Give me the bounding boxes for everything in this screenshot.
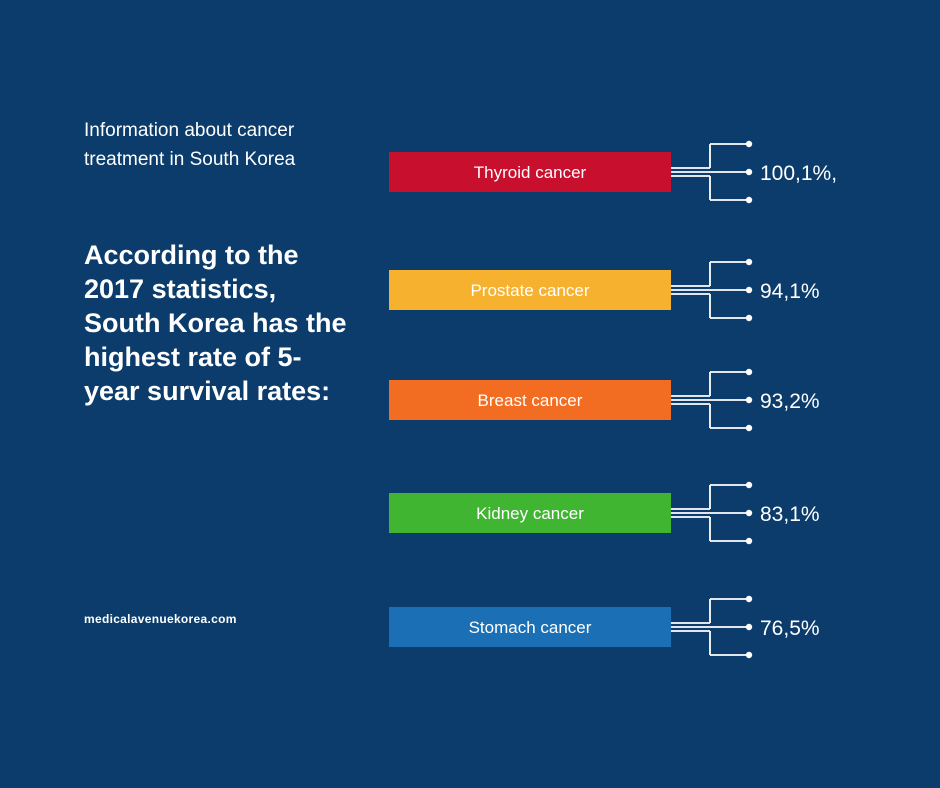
- bar-0: [389, 152, 671, 192]
- bar-label-0: Thyroid cancer: [474, 163, 587, 182]
- bar-row-0: Thyroid cancer 100,1%,: [389, 140, 837, 204]
- value-label-4: 76,5%: [760, 617, 820, 640]
- intro-line-2: treatment in South Korea: [84, 149, 296, 170]
- bar-label-1: Prostate cancer: [470, 281, 589, 300]
- headline: According to the 2017 statistics, South …: [84, 240, 347, 406]
- connector-1: [671, 258, 753, 322]
- value-label-1: 94,1%: [760, 280, 820, 303]
- bar-row-1: Prostate cancer 94,1%: [389, 258, 820, 322]
- intro-line-1: Information about cancer: [84, 120, 295, 141]
- connector-0: [671, 140, 753, 204]
- bar-4: [389, 607, 671, 647]
- value-label-0: 100,1%,: [760, 162, 837, 185]
- bar-label-3: Kidney cancer: [476, 504, 584, 523]
- connector-4: [671, 595, 753, 659]
- connector-2: [671, 368, 753, 432]
- value-label-2: 93,2%: [760, 390, 820, 413]
- site-url: medicalavenuekorea.com: [84, 612, 237, 626]
- bar-3: [389, 493, 671, 533]
- bar-row-3: Kidney cancer 83,1%: [389, 481, 820, 545]
- value-label-3: 83,1%: [760, 503, 820, 526]
- bar-row-2: Breast cancer 93,2%: [389, 368, 820, 432]
- chart-bars: Thyroid cancer 100,1%, Prostate cancer 94,1…: [389, 140, 837, 659]
- bar-row-4: Stomach cancer 76,5%: [389, 595, 820, 659]
- connector-3: [671, 481, 753, 545]
- bar-label-4: Stomach cancer: [469, 618, 592, 637]
- bar-1: [389, 270, 671, 310]
- intro-text: Information about cancer treatment in So…: [84, 116, 384, 174]
- bar-2: [389, 380, 671, 420]
- bar-label-2: Breast cancer: [478, 391, 583, 410]
